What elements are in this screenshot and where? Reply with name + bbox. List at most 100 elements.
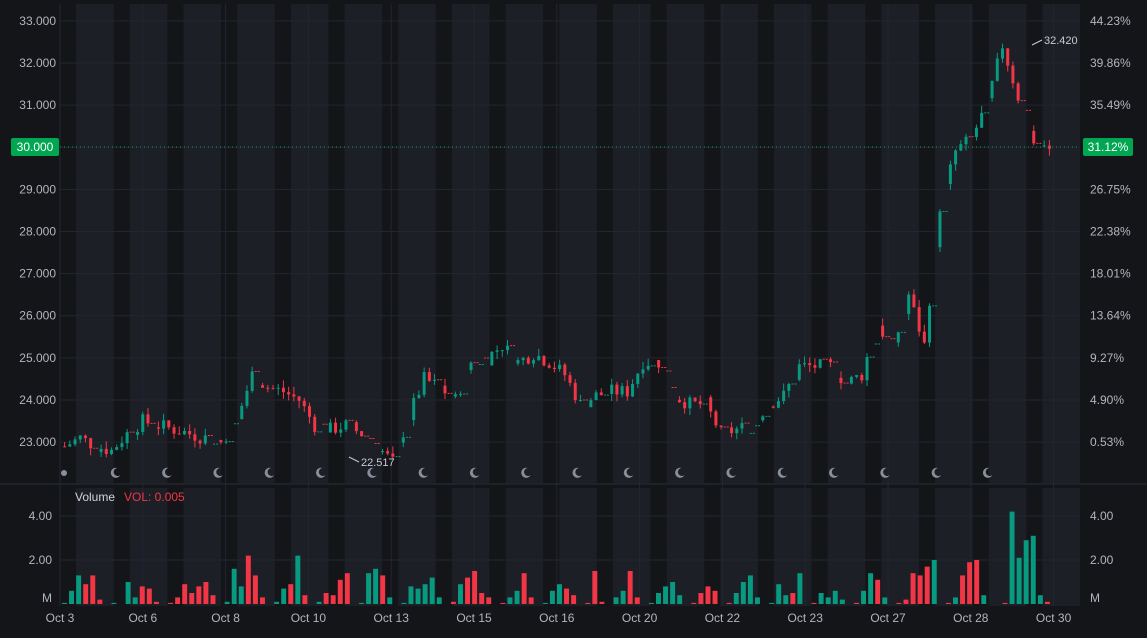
candle-body (980, 112, 984, 128)
candle-body (740, 423, 744, 429)
candle-body (224, 441, 228, 443)
volume-bar (83, 584, 89, 604)
candle-body (849, 376, 853, 384)
candle-body (360, 431, 364, 437)
volume-bar (705, 586, 711, 604)
volume-bar (203, 582, 209, 604)
candle-body (797, 364, 801, 380)
volume-bar (139, 586, 145, 604)
volume-bar (620, 590, 626, 604)
candle-body (1042, 145, 1046, 147)
candle-body (709, 397, 713, 412)
volume-bar (960, 575, 966, 604)
moon-icon (469, 467, 480, 478)
volume-bar (712, 590, 718, 604)
candle-body (83, 435, 87, 439)
volume-bar (415, 588, 421, 604)
volume-bar (429, 577, 435, 604)
session-band-volume (183, 488, 222, 606)
volume-axis-left-tick: 4.00 (29, 509, 53, 523)
moon-icon (726, 467, 736, 478)
volume-bar (670, 582, 676, 604)
volume-bar (542, 602, 548, 604)
volume-bar (755, 597, 760, 604)
volume-bar (677, 595, 683, 604)
volume-bar (238, 586, 244, 604)
volume-bar (252, 575, 258, 604)
session-band (774, 4, 812, 483)
volume-bar (931, 560, 937, 604)
candle-body (761, 416, 765, 421)
candle-body (787, 383, 791, 391)
candle-body (250, 371, 254, 391)
volume-bar (691, 602, 697, 604)
volume-value: VOL: 0.005 (124, 490, 185, 504)
volume-title[interactable]: Volume (75, 490, 115, 504)
volume-bar (302, 595, 308, 604)
candle-body (115, 447, 119, 450)
candle-body (391, 453, 395, 457)
candle-body (182, 430, 186, 435)
y-axis-left-tick: 26.000 (19, 309, 56, 323)
volume-axis-right-tick: M (1090, 591, 1100, 605)
volume-bar (854, 602, 859, 604)
session-band (827, 4, 866, 483)
volume-bar (571, 595, 577, 604)
candle-body (860, 375, 864, 381)
moon-icon (316, 467, 326, 478)
volume-bar (945, 602, 951, 604)
candle-body (506, 345, 509, 351)
candle-body (78, 435, 82, 440)
volume-bar (861, 590, 867, 604)
volume-bar (450, 601, 456, 604)
volume-bar (549, 590, 555, 604)
volume-bar (224, 601, 230, 604)
volume-bar (153, 601, 159, 604)
volume-bar (656, 593, 661, 604)
candle-body (433, 379, 437, 381)
candle-body (896, 332, 900, 343)
candle-body (995, 58, 999, 81)
candle-body (240, 405, 244, 420)
price-badge-right (1083, 138, 1133, 156)
volume-bar (592, 571, 598, 604)
sun-icon (61, 470, 67, 476)
candle-body (172, 427, 176, 434)
moon-icon (675, 467, 685, 478)
y-axis-left-tick: 25.000 (19, 351, 56, 365)
volume-bar (585, 602, 591, 604)
candle-body (683, 402, 687, 409)
session-band (720, 4, 758, 483)
volume-bar (903, 599, 909, 604)
x-axis-tick: Oct 22 (705, 611, 741, 625)
y-axis-left-tick: 31.000 (19, 98, 56, 112)
candle-body (313, 416, 317, 432)
candle-body (68, 444, 72, 447)
volume-bar (797, 573, 803, 604)
y-axis-left-tick: 27.000 (19, 267, 56, 281)
volume-bar (967, 562, 973, 604)
candle-body (73, 439, 77, 445)
volume-bar (514, 590, 520, 604)
x-axis-tick: Oct 13 (374, 611, 410, 625)
y-axis-left-tick: 23.000 (19, 435, 56, 449)
volume-bar (380, 575, 386, 604)
volume-bar (896, 602, 902, 604)
candle-body (459, 393, 463, 395)
candle-body (110, 449, 113, 454)
volume-bar (231, 568, 237, 604)
volume-bar (733, 593, 739, 604)
volume-bar (776, 584, 782, 604)
volume-bar (564, 588, 570, 604)
session-band (881, 4, 919, 483)
candle-body (521, 357, 525, 361)
volume-bar (1009, 511, 1015, 604)
session-band-volume (1042, 488, 1080, 606)
volume-bar (76, 575, 82, 604)
candle-body (625, 386, 629, 397)
session-band (559, 4, 597, 483)
candle-body (631, 383, 635, 397)
volume-bar (182, 584, 188, 604)
volume-bar (726, 602, 732, 604)
